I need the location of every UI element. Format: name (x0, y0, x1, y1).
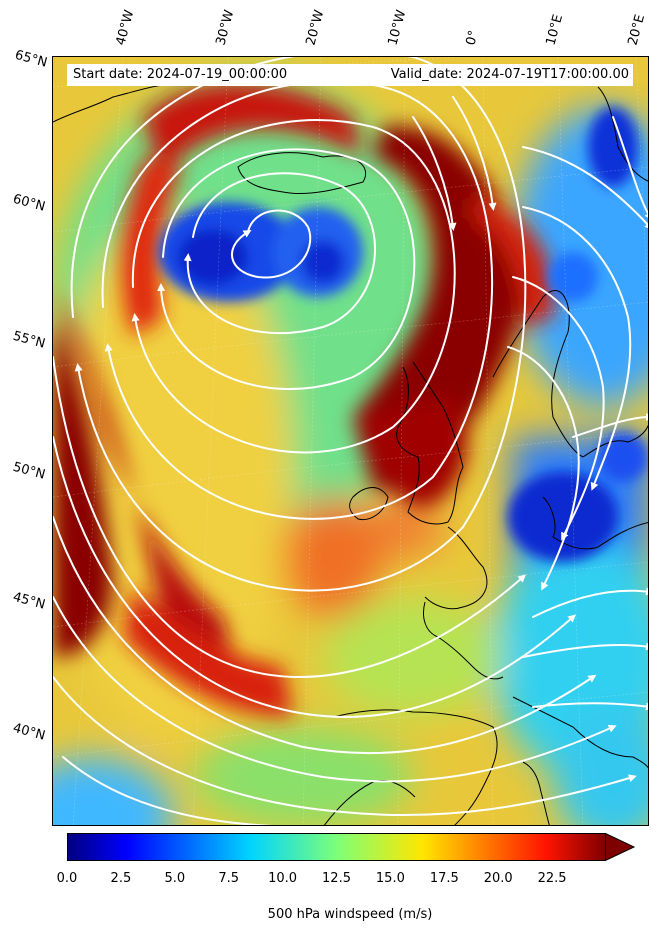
lon-label-30w: 30°W (213, 8, 238, 47)
colorbar-title: 500 hPa windspeed (m/s) (267, 907, 433, 922)
valid-date-label: Valid_date: 2024-07-19T17:00:00.00 (390, 67, 629, 82)
colorbar-tick-label: 20.0 (483, 871, 513, 886)
colorbar-tick-label: 12.5 (322, 871, 351, 886)
lon-label-10e: 10°E (543, 12, 567, 48)
lat-label-50n: 50°N (11, 459, 47, 483)
colorbar (67, 833, 636, 862)
colorbar-tick-label: 7.5 (218, 871, 240, 886)
wind-speed-field (53, 57, 648, 825)
colorbar-tick-label: 22.5 (537, 871, 567, 886)
streamlines (53, 57, 648, 825)
lon-label-0: 0° (463, 28, 482, 47)
lat-label-45n: 45°N (11, 589, 47, 613)
colorbar-tick-label: 2.5 (110, 871, 132, 886)
colorbar-tick-label: 10.0 (268, 871, 298, 886)
colorbar-tick-label: 17.5 (429, 871, 459, 886)
lon-label-20e: 20°E (625, 12, 649, 48)
lat-label-40n: 40°N (11, 720, 47, 744)
lon-label-40w: 40°W (113, 8, 138, 47)
colorbar-extend-arrow (605, 833, 636, 862)
lon-label-20w: 20°W (303, 8, 328, 47)
start-date-label: Start date: 2024-07-19_00:00:00 (73, 67, 288, 82)
coastlines (53, 84, 648, 825)
map-canvas (53, 57, 648, 825)
colorbar-tick-label: 15.0 (375, 871, 405, 886)
lon-label-10w: 10°W (385, 8, 410, 47)
colorbar-tick-label: 5.0 (164, 871, 186, 886)
wind-speed-map (52, 56, 649, 826)
lat-label-65n: 65°N (13, 47, 49, 71)
lat-label-55n: 55°N (11, 328, 47, 352)
lat-label-60n: 60°N (11, 191, 47, 215)
colorbar-gradient (67, 833, 606, 861)
colorbar-tick-label: 0.0 (56, 871, 78, 886)
date-header: Start date: 2024-07-19_00:00:00 Valid_da… (67, 64, 633, 86)
